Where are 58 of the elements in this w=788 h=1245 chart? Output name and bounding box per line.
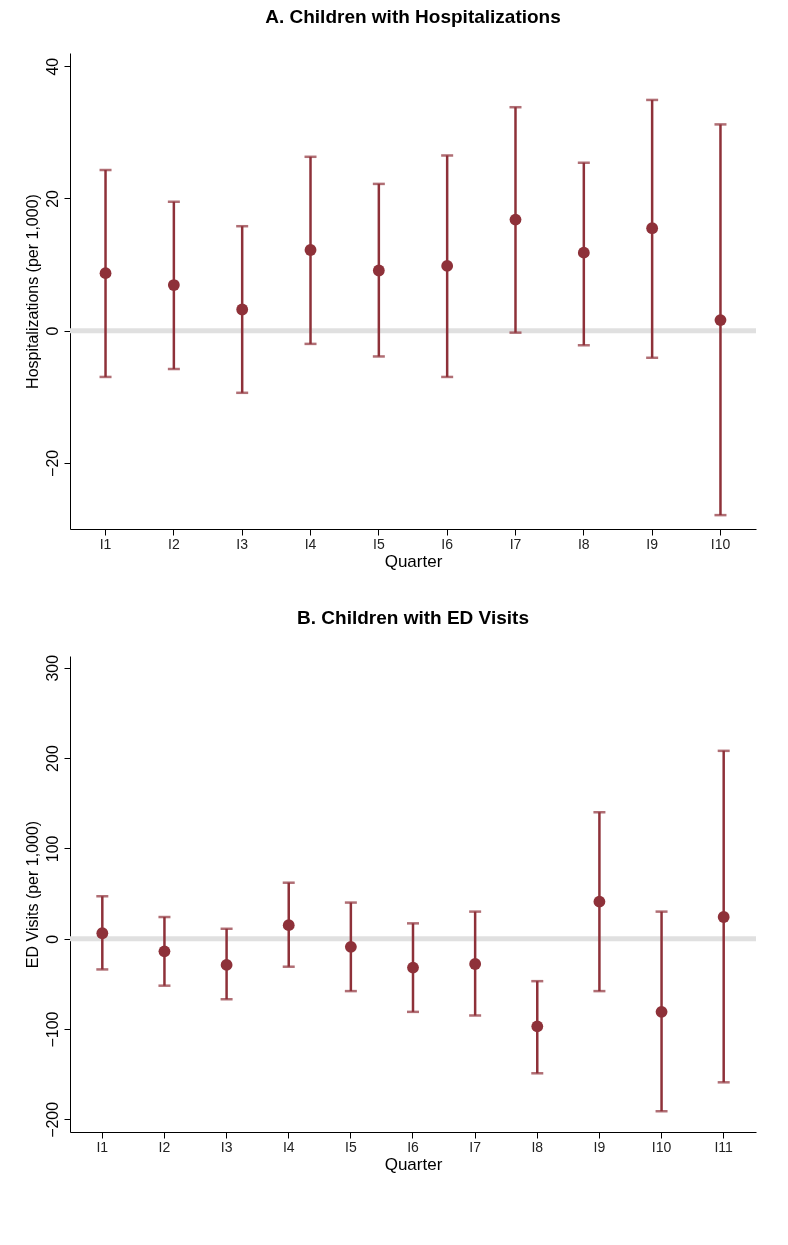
- point: [441, 259, 454, 272]
- x-tick-label: I3: [220, 1138, 233, 1155]
- point: [158, 945, 171, 958]
- point: [344, 940, 357, 953]
- point: [717, 911, 730, 923]
- x-tick-label: I4: [282, 1138, 295, 1155]
- point: [96, 927, 109, 940]
- x-tick-label: I3: [236, 535, 249, 552]
- x-tick-label: I6: [441, 535, 454, 552]
- y-axis-title: ED Visits (per 1,000): [23, 820, 41, 969]
- x-tick-label: I9: [646, 535, 659, 552]
- point: [407, 961, 419, 974]
- x-tick-label: I9: [593, 1138, 606, 1155]
- y-tick-label: 100: [43, 835, 61, 863]
- point: [714, 314, 727, 326]
- point: [469, 958, 482, 970]
- y-tick-label: −100: [43, 1011, 61, 1048]
- y-tick-label: 300: [43, 654, 61, 682]
- x-tick-label: I5: [345, 1138, 357, 1155]
- y-tick-label: −20: [43, 449, 61, 477]
- x-tick-label: I5: [372, 535, 385, 552]
- point: [655, 1005, 668, 1018]
- x-tick-label: I10: [651, 1138, 672, 1155]
- point: [531, 1020, 544, 1033]
- y-tick-label: 200: [43, 745, 61, 772]
- point: [509, 213, 522, 226]
- x-tick-label: I7: [509, 535, 522, 552]
- x-tick-label: I7: [469, 1138, 482, 1155]
- chart-title: B. Children with ED Visits: [297, 607, 529, 629]
- y-axis-title: Hospitalizations (per 1,000): [23, 194, 41, 389]
- y-tick-label: 0: [43, 326, 61, 336]
- x-tick-label: I1: [99, 535, 112, 552]
- point: [593, 895, 606, 908]
- point: [304, 244, 317, 256]
- point: [220, 959, 233, 971]
- y-tick-label: 20: [43, 189, 61, 208]
- x-tick-label: I10: [710, 535, 731, 552]
- point: [167, 279, 180, 291]
- y-tick-label: 0: [43, 934, 61, 944]
- x-tick-label: I2: [168, 535, 180, 552]
- point: [99, 267, 112, 280]
- x-axis-title: Quarter: [384, 1154, 443, 1174]
- point: [236, 303, 249, 316]
- chart-title: A. Children with Hospitalizations: [265, 6, 561, 27]
- x-tick-label: I8: [531, 1138, 544, 1155]
- point: [577, 246, 590, 259]
- point: [282, 919, 295, 932]
- point: [646, 222, 659, 235]
- x-axis-title: Quarter: [384, 551, 443, 571]
- y-tick-label: 40: [43, 57, 61, 76]
- x-tick-label: I8: [577, 535, 590, 552]
- x-tick-label: I2: [158, 1138, 171, 1155]
- x-tick-label: I11: [714, 1138, 734, 1155]
- point: [372, 264, 385, 277]
- x-tick-label: I4: [304, 535, 317, 552]
- x-tick-label: I1: [96, 1138, 109, 1155]
- y-tick-label: −200: [43, 1101, 61, 1138]
- x-tick-label: I6: [407, 1138, 420, 1155]
